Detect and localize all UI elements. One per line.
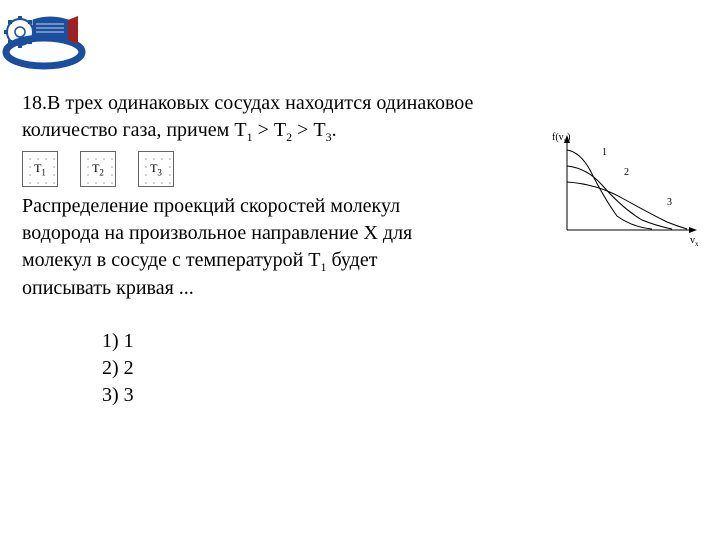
sp-l4: описывать кривая ... xyxy=(22,277,194,299)
vessel-label-1-sub: 1 xyxy=(41,167,46,177)
sp-l2: водорода на произвольное направление Х д… xyxy=(22,222,412,244)
vessel-3: T3 xyxy=(138,151,174,187)
answer-1: 1) 1 xyxy=(102,328,702,355)
problem-line1: В трех одинаковых сосудах находится один… xyxy=(47,92,473,114)
vessel-label-2-sub: 2 xyxy=(99,167,104,177)
curve-label-3: 3 xyxy=(667,197,672,208)
vessel-label-2: T2 xyxy=(91,161,105,177)
vessel-label-1: T1 xyxy=(33,161,47,177)
curve-label-2: 2 xyxy=(624,167,629,178)
sp-l3b: будет xyxy=(327,249,378,271)
graph-ylabel-a: f(v xyxy=(552,132,564,143)
vessel-label-3: T3 xyxy=(149,161,163,177)
answer-2: 2) 2 xyxy=(102,355,702,382)
vessel-2: T2 xyxy=(80,151,116,187)
vessel-label-3-sub: 3 xyxy=(157,167,162,177)
velocity-distribution-graph: f(vx) vx 1 2 3 xyxy=(552,130,702,250)
graph-ylabel-close: ) xyxy=(567,132,570,143)
second-paragraph: Распределение проекций скоростей молекул… xyxy=(22,193,542,302)
answers-list: 1) 1 2) 2 3) 3 xyxy=(102,328,702,409)
curve-label-1: 1 xyxy=(602,147,607,158)
logo-text: РГУПС xyxy=(29,48,59,58)
vessel-1: T1 xyxy=(22,151,58,187)
gt1: > Т xyxy=(253,119,287,141)
gt2: > Т xyxy=(292,119,326,141)
sp-l3a: молекул в сосуде с температурой Т xyxy=(22,249,321,271)
svg-text:vx: vx xyxy=(690,235,699,248)
sp-l1: Распределение проекций скоростей молекул xyxy=(22,195,400,217)
problem-line2a: количество газа, причем Т xyxy=(22,119,247,141)
institution-logo: РГУПС xyxy=(0,12,95,72)
graph-xlabel-sub: x xyxy=(695,240,699,248)
svg-text:f(vx): f(vx) xyxy=(552,132,571,145)
answer-3: 3) 3 xyxy=(102,382,702,409)
problem-number: 18. xyxy=(22,92,47,114)
period: . xyxy=(332,119,337,141)
